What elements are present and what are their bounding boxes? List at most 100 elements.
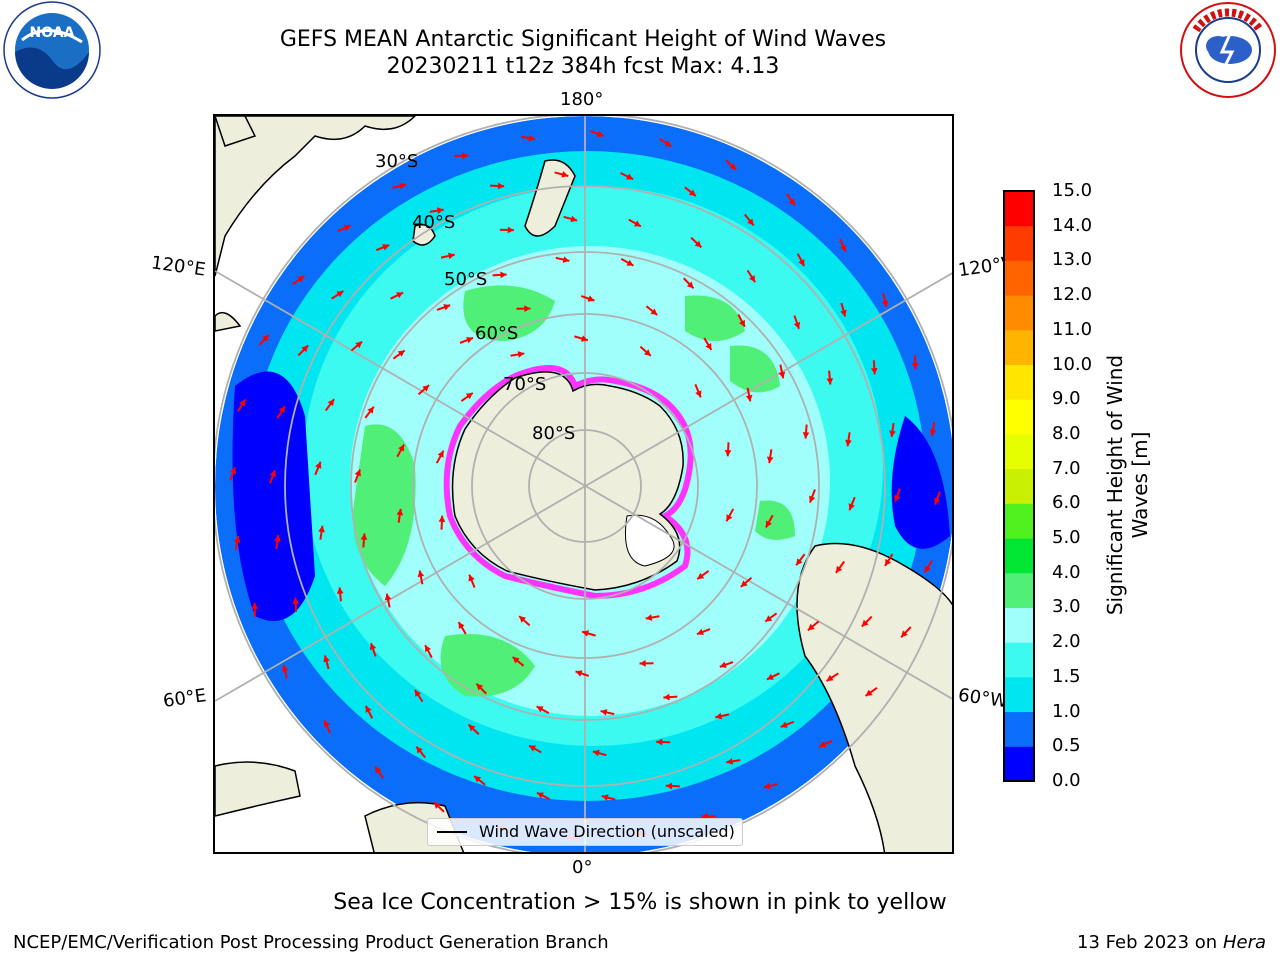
wave-direction-arrowhead xyxy=(793,321,801,329)
colorbar-segment xyxy=(1004,329,1034,366)
colorbar-tick-label: 8.0 xyxy=(1052,422,1081,444)
wave-direction-arrowhead xyxy=(507,226,514,234)
wave-direction-arrowhead xyxy=(889,430,896,437)
wave-direction-arrowhead xyxy=(524,305,531,312)
colorbar-tick-label: 0.0 xyxy=(1052,770,1081,791)
wave-direction-arrowhead xyxy=(809,495,816,503)
wave-direction-arrowhead xyxy=(729,163,737,170)
wave-direction-arrowhead xyxy=(802,432,810,439)
credit-date: 13 Feb 2023 on Hera xyxy=(1077,932,1266,953)
nws-logo xyxy=(1178,0,1278,104)
wave-direction-arrowhead xyxy=(274,535,281,542)
wave-direction-arrowhead xyxy=(519,616,527,623)
high-wave-patch xyxy=(353,424,416,586)
wave-direction-arrowhead xyxy=(396,292,404,299)
high-wave-patch xyxy=(463,285,555,341)
graticule xyxy=(215,116,952,852)
wave-direction-arrowhead xyxy=(780,721,788,728)
colorbar-tick-label: 12.0 xyxy=(1052,284,1093,306)
wave-direction-arrowhead xyxy=(748,275,756,283)
wave-direction-arrowhead xyxy=(650,308,658,315)
wave-direction-arrowhead xyxy=(336,290,344,298)
chart-subtitle: 20230211 t12z 384h fcst Max: 4.13 xyxy=(386,54,780,79)
colorbar-tick-label: 3.0 xyxy=(1052,596,1081,618)
wave-direction-arrowhead xyxy=(425,645,432,653)
wave-direction-arrowhead xyxy=(561,171,569,178)
wave-direction-arrowhead xyxy=(327,399,335,407)
map-legend: Wind Wave Direction (unscaled) xyxy=(427,818,743,846)
wave-direction-arrowhead xyxy=(229,467,236,475)
wave-direction-arrowhead xyxy=(396,508,404,516)
wave-direction-arrowhead xyxy=(360,533,368,540)
wave-direction-arrowhead xyxy=(835,565,843,573)
wave-direction-arrowhead xyxy=(436,207,444,214)
lat-label-80s: 80°S xyxy=(532,423,576,444)
wave-direction-arrowhead xyxy=(840,309,847,317)
lat-label-50s: 50°S xyxy=(444,269,488,290)
south-america-land xyxy=(796,542,952,852)
colorbar-tick-label: 10.0 xyxy=(1052,353,1093,375)
high-wave-patch xyxy=(755,500,795,540)
wave-direction-arrowhead xyxy=(465,392,473,400)
wave-direction-arrowhead xyxy=(384,593,392,601)
australia-land xyxy=(215,116,417,277)
wave-direction-arrowhead xyxy=(911,363,919,370)
wave-direction-arrowhead xyxy=(536,792,544,799)
wave-direction-arrowhead xyxy=(697,572,705,580)
colorbar-segment xyxy=(1004,225,1034,261)
wave-direction-arrowhead xyxy=(500,271,507,279)
chart-title: GEFS MEAN Antarctic Significant Height o… xyxy=(279,27,887,52)
colorbar-tick-label: 4.0 xyxy=(1052,561,1081,583)
wind-wave-arrows xyxy=(229,130,941,842)
colorbar-segment xyxy=(1004,538,1034,574)
wave-direction-arrowhead xyxy=(581,335,588,342)
wave-direction-arrowhead xyxy=(765,520,772,528)
colorbar-tick-label: 1.0 xyxy=(1052,700,1081,722)
wave-direction-arrowhead xyxy=(901,630,908,638)
colorbar-segment xyxy=(1004,295,1034,331)
wave-direction-arrowhead xyxy=(536,706,544,713)
land-fragment xyxy=(215,116,257,147)
wave-direction-arrowhead xyxy=(433,802,441,809)
wave-direction-arrowhead xyxy=(497,182,505,190)
colorbar-label: Significant Height of Wind Waves [m] xyxy=(1103,355,1153,615)
lat-label-60s: 60°S xyxy=(475,323,519,344)
wave-direction-arrowhead xyxy=(686,281,694,289)
wave-direction-arrowhead xyxy=(798,259,805,267)
colorbar-segment xyxy=(1004,572,1034,608)
wave-direction-arrowhead xyxy=(517,351,525,358)
wave-direction-arrowhead xyxy=(840,244,847,252)
wave-direction-arrowhead xyxy=(269,470,276,478)
colorbar-label-line1: Significant Height of Wind xyxy=(1103,354,1127,616)
credit-date-text: 13 Feb 2023 on xyxy=(1077,932,1218,953)
wave-direction-arrowhead xyxy=(354,469,361,477)
wave-direction-arrowhead xyxy=(323,720,330,728)
wave-direction-arrowhead xyxy=(422,385,430,392)
lon-label-60w: 60°W xyxy=(956,684,1009,713)
wave-direction-arrowhead xyxy=(705,343,712,351)
wave-direction-arrowhead xyxy=(397,350,405,357)
sea-ice-note: Sea Ice Concentration > 15% is shown in … xyxy=(333,890,947,915)
wave-direction-arrowhead xyxy=(766,456,774,464)
wave-direction-arrowhead xyxy=(417,570,425,578)
wave-direction-arrowhead xyxy=(778,371,786,379)
wave-direction-arrowhead xyxy=(512,657,520,664)
colorbar-segment xyxy=(1004,607,1034,643)
wave-direction-arrowhead xyxy=(934,497,941,505)
wave-direction-arrowhead xyxy=(788,198,795,206)
wave-direction-arrowhead xyxy=(318,525,325,533)
wave-direction-arrowhead xyxy=(468,574,475,582)
wave-direction-arrowhead xyxy=(865,689,873,696)
wave-direction-arrowhead xyxy=(281,664,289,672)
new-zealand-land xyxy=(524,159,576,237)
wave-direction-arrowhead xyxy=(639,660,646,667)
colorbar-tick-label: 6.0 xyxy=(1052,492,1081,514)
wave-direction-arrowhead xyxy=(881,300,889,308)
wave-direction-arrowhead xyxy=(626,259,634,266)
colorbar-tick-label: 0.5 xyxy=(1052,735,1081,757)
wave-direction-arrowhead xyxy=(570,215,578,223)
wave-direction-arrowhead xyxy=(645,614,653,621)
meridian-60e-120w xyxy=(215,272,952,702)
sea-ice-edge xyxy=(443,365,694,600)
wave-direction-arrowhead xyxy=(438,515,446,522)
